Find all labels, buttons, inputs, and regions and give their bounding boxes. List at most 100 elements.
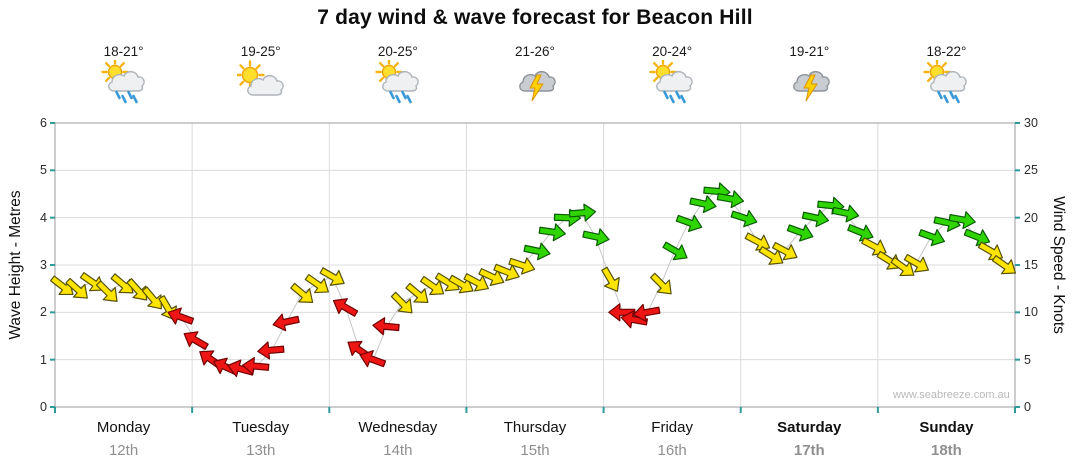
right-axis-tick-label: 20 [1024,210,1038,225]
day-date-label: 18th [931,442,962,459]
lightning-icon [803,74,818,102]
sun-cloud-rain-icon [375,60,419,104]
wind-arrow [568,203,597,222]
raindrop-icon [669,94,675,104]
wind-arrow [372,317,400,336]
wind-arrow [167,307,195,325]
sun-ray [942,61,948,68]
wind-arrow [675,214,703,233]
right-axis-tick-label: 30 [1024,116,1038,130]
day-name-label: Sunday [919,419,974,436]
day-date-label: 12th [108,442,139,459]
wind-arrow [730,209,758,228]
wind-arrow [359,350,387,368]
wind-arrow [662,241,688,261]
day-temp-range: 20-25° [377,44,418,59]
wind-arrow [758,245,784,265]
storm-icon [519,70,556,102]
sun-ray [393,61,399,68]
sun-icon [241,66,258,84]
raindrop-icon [395,94,401,104]
wind-arrow [141,286,162,310]
day-temp-range: 18-22° [926,44,967,59]
wind-arrow [493,263,520,282]
watermark: www.seabreeze.com.au [893,389,1010,401]
wind-arrow [633,303,661,322]
cloud-icon [930,70,968,92]
wind-arrow [405,282,429,303]
sun-ray [238,80,245,86]
day-date-label: 13th [246,442,276,459]
sun-ray [104,76,110,83]
sun-cloud-icon [236,60,284,96]
day-temp-range: 21-26° [515,44,555,59]
wind-arrow [463,273,489,292]
left-axis-tick-label: 4 [40,210,47,225]
sun-ray [927,61,933,68]
wind-arrow [332,298,359,317]
raindrop-icon [680,94,686,104]
wind-arrow [419,275,445,296]
left-axis-tick-label: 0 [40,400,47,414]
right-axis-tick-label: 10 [1024,305,1038,320]
wind-arrow [290,282,314,303]
wind-arrow [538,223,566,242]
raindrop-icon [937,90,944,100]
day-temp-range: 19-25° [240,44,281,59]
wind-arrow [257,341,285,360]
raindrop-icon [663,90,669,100]
wind-arrow [319,267,345,286]
raindrop-icon [114,90,121,100]
right-axis-tick-label: 0 [1024,400,1031,414]
raindrop-icon [675,90,681,100]
left-axis-tick-label: 3 [40,258,47,272]
day-date-label: 16th [657,442,687,459]
day-date-label: 14th [383,442,413,459]
lightning-icon [529,74,544,102]
sun-cloud-rain-icon [100,60,145,104]
sun-ray [238,64,245,70]
wind-arrow [948,211,976,230]
wind-arrow [890,256,915,277]
wind-arrow [771,241,798,261]
sun-ray [653,61,659,68]
wind-arrow [126,278,148,301]
sun-ray [667,61,674,68]
right-axis-tick-label: 25 [1024,163,1038,178]
raindrop-icon [401,90,407,100]
raindrop-icon [406,94,412,104]
wind-arrow [65,277,88,299]
wind-arrow [991,255,1017,275]
left-axis-tick-label: 6 [40,116,47,130]
wind-arrow [242,356,270,376]
raindrop-icon [131,94,138,104]
wind-arrow [649,272,672,295]
wind-arrow [49,275,74,296]
raindrop-icon [389,90,395,100]
left-axis-tick-label: 1 [40,352,47,367]
raindrop-icon [949,90,956,100]
sun-cloud-rain-icon [923,60,968,104]
sun-ray [378,61,385,68]
sun-cloud-rain-icon [649,60,693,104]
wind-arrow [601,266,620,292]
cloud-icon [107,70,145,92]
wind-arrow [390,291,413,314]
day-temp-range: 20-24° [652,44,693,59]
left-axis-tick-label: 2 [40,305,47,320]
day-date-label: 17th [793,442,825,459]
day-name-label: Friday [651,419,693,436]
day-name-label: Thursday [503,419,567,436]
day-name-label: Monday [96,419,151,436]
wind-arrow [801,209,830,228]
raindrop-icon [954,94,961,104]
sun-ray [255,64,261,70]
cloud-icon [656,70,693,92]
raindrop-icon [943,94,950,104]
day-name-label: Wednesday [358,419,438,436]
raindrop-icon [126,90,133,100]
storm-icon [793,70,831,102]
wind-arrow [508,257,536,275]
